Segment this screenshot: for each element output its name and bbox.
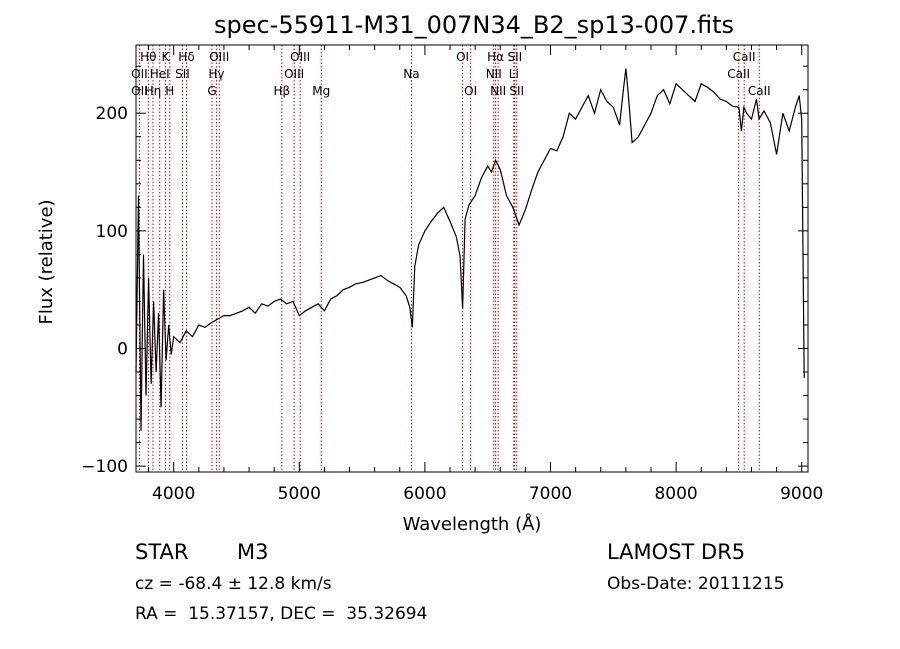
marker-label: Hγ (208, 67, 224, 81)
y-tick-label: −100 (81, 457, 128, 477)
x-axis-label: Wavelength (Å) (403, 513, 542, 535)
marker-label: CaII (727, 67, 750, 81)
marker-label: SII (509, 84, 524, 98)
marker-label: OIII (290, 50, 310, 64)
marker-label: SII (175, 67, 190, 81)
marker-label: OIII (284, 67, 304, 81)
marker-label: HeI (150, 67, 170, 81)
marker-label: CaII (733, 50, 756, 64)
emission-line-markers (138, 45, 760, 472)
x-tick-label: 6000 (403, 484, 446, 504)
marker-label: Hη (145, 84, 162, 98)
x-tick-label: 7000 (529, 484, 572, 504)
y-tick-label: 200 (96, 104, 128, 124)
marker-label: Hβ (273, 84, 290, 98)
marker-label: Hα (487, 50, 504, 64)
x-tick-label: 9000 (780, 484, 823, 504)
spectrum-line (135, 68, 805, 431)
x-axis-ticks: 4000 5000 6000 7000 8000 9000 (148, 45, 823, 504)
subclass: M3 (237, 540, 269, 564)
x-tick-label: 4000 (152, 484, 195, 504)
coordinates: RA = 15.37157, DEC = 35.32694 (135, 604, 428, 624)
marker-label: OII (131, 67, 148, 81)
marker-label: K (161, 50, 170, 64)
redshift-text: cz = -68.4 ± 12.8 km/s (135, 574, 332, 594)
marker-label: SII (507, 50, 522, 64)
marker-label: OIII (209, 50, 229, 64)
y-tick-label: 100 (96, 222, 128, 242)
marker-label: OII (131, 84, 148, 98)
plot-frame (135, 44, 809, 473)
y-tick-label: 0 (117, 339, 128, 359)
marker-label: OI (464, 84, 477, 98)
marker-label: G (207, 84, 216, 98)
chart-title: spec-55911-M31_007N34_B2_sp13-007.fits (214, 11, 734, 39)
marker-label: NII (486, 67, 502, 81)
marker-label: H (165, 84, 174, 98)
marker-label: Hδ (178, 50, 194, 64)
survey-name: LAMOST DR5 (607, 540, 746, 564)
y-axis-ticks: −100 0 100 200 (81, 65, 808, 477)
x-tick-label: 5000 (278, 484, 321, 504)
marker-label: Na (403, 67, 419, 81)
obs-date: Obs-Date: 20111215 (607, 574, 785, 594)
marker-label: Hθ (140, 50, 156, 64)
object-class: STAR (135, 540, 189, 564)
x-tick-label: 8000 (654, 484, 697, 504)
marker-label: OI (456, 50, 469, 64)
y-axis-label: Flux (relative) (36, 199, 57, 324)
marker-label: CaII (748, 84, 771, 98)
marker-label: Mg (312, 84, 330, 98)
marker-label: Li (509, 67, 519, 81)
marker-label: NII (490, 84, 506, 98)
